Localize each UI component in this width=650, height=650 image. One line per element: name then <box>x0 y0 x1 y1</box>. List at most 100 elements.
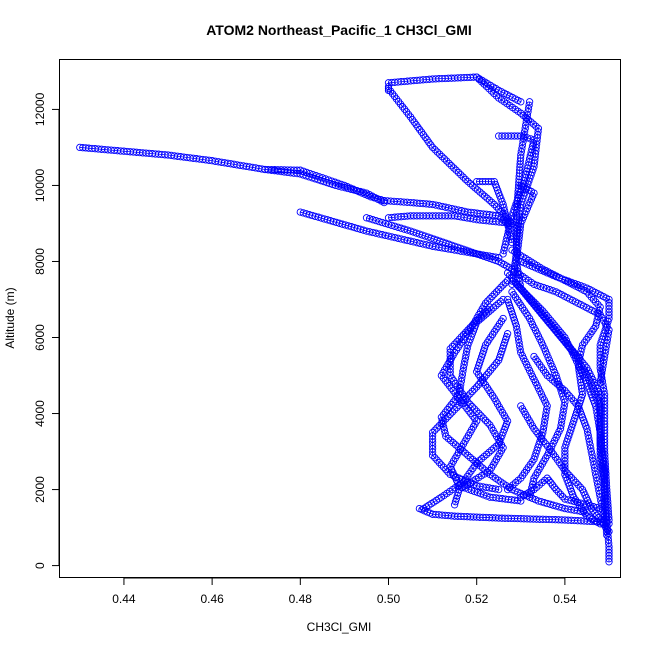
data-point <box>544 442 552 451</box>
data-point <box>491 485 500 493</box>
data-point <box>453 393 461 401</box>
data-point <box>410 118 418 126</box>
data-point <box>489 363 497 372</box>
data-point <box>473 186 482 194</box>
data-point <box>543 317 552 325</box>
data-point <box>600 478 609 486</box>
data-point <box>398 103 407 111</box>
data-point <box>593 412 602 420</box>
data-point <box>447 436 455 445</box>
data-point <box>431 454 439 462</box>
data-point <box>439 374 448 382</box>
data-point <box>457 171 465 179</box>
data-point <box>517 285 525 293</box>
data-point <box>468 403 476 411</box>
data-point <box>503 269 512 277</box>
data-point <box>464 326 472 334</box>
data-point <box>482 450 491 459</box>
data-point <box>425 138 433 147</box>
data-point <box>484 177 493 186</box>
data-point <box>437 419 446 428</box>
data-point <box>442 432 450 440</box>
data-point <box>548 481 557 489</box>
data-point <box>459 367 467 375</box>
data-point <box>487 366 495 374</box>
data-point <box>469 412 477 420</box>
data-point <box>545 314 553 322</box>
data-point <box>523 114 531 123</box>
x-tick-label: 0.52 <box>465 592 489 606</box>
data-point <box>414 123 422 131</box>
data-point <box>462 328 470 336</box>
data-point <box>541 415 549 423</box>
data-point <box>444 412 452 421</box>
data-point <box>559 331 567 339</box>
x-axis: 0.44 0.46 0.48 0.50 0.52 0.54 <box>112 577 577 606</box>
data-point <box>453 403 461 412</box>
chart-title: ATOM2 Northeast_Pacific_1 CH3Cl_GMI <box>206 22 472 38</box>
data-point <box>485 196 494 204</box>
data-point <box>558 384 567 393</box>
data-point <box>459 331 468 339</box>
data-point <box>452 166 460 174</box>
data-point <box>550 483 558 491</box>
data-point <box>570 476 578 484</box>
data-point <box>454 443 462 451</box>
data-point <box>534 302 543 311</box>
data-point <box>457 399 465 407</box>
data-point <box>516 345 524 354</box>
data-point <box>543 402 551 410</box>
data-point <box>433 424 441 432</box>
data-point <box>462 394 470 402</box>
data-point <box>477 378 485 386</box>
data-point <box>482 82 491 91</box>
data-point <box>443 157 451 165</box>
data-point <box>442 465 450 474</box>
data-point <box>431 146 439 154</box>
data-point <box>470 385 479 393</box>
data-point <box>449 439 457 447</box>
data-point <box>517 109 525 117</box>
data-point <box>459 173 467 181</box>
data-point <box>473 177 481 186</box>
data-point <box>603 339 611 347</box>
data-point <box>428 451 437 460</box>
data-point <box>455 335 463 344</box>
data-point <box>533 281 541 290</box>
data-point <box>464 451 472 460</box>
data-point <box>497 283 505 291</box>
data-point <box>506 483 514 491</box>
y-tick-label: 10000 <box>33 168 47 202</box>
data-point <box>540 476 549 485</box>
y-tick-label: 12000 <box>33 92 47 126</box>
data-point <box>439 417 448 425</box>
data-point <box>596 379 604 387</box>
data-point <box>517 98 525 106</box>
data-point <box>600 352 609 361</box>
data-point <box>525 293 534 302</box>
data-point <box>445 159 453 168</box>
data-point <box>491 361 499 369</box>
data-point <box>583 501 591 509</box>
data-point <box>451 441 460 449</box>
data-point <box>458 374 466 382</box>
data-point <box>570 279 579 288</box>
data-point <box>451 498 460 506</box>
data-point <box>475 409 483 418</box>
data-point <box>598 377 607 385</box>
data-point <box>500 247 508 255</box>
data-point <box>570 397 578 405</box>
data-point <box>605 558 613 566</box>
data-point <box>499 250 507 258</box>
data-point <box>593 503 601 512</box>
data-point <box>537 310 546 318</box>
data-point <box>492 203 501 211</box>
data-point <box>440 155 449 163</box>
data-point <box>551 321 559 330</box>
data-point <box>530 298 538 306</box>
data-point <box>594 415 602 423</box>
data-point <box>481 308 490 316</box>
data-point <box>495 356 503 364</box>
y-tick-label: 8000 <box>33 248 47 275</box>
